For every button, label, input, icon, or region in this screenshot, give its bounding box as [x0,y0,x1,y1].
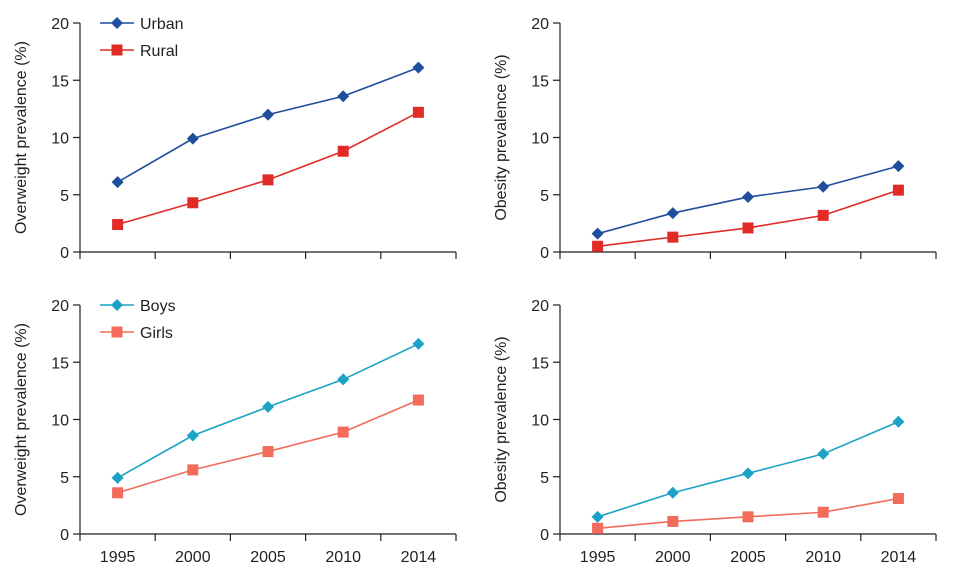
legend-item-rural: Rural [100,43,178,60]
x-tick-label: 2005 [730,549,766,566]
data-point-rural [337,145,349,157]
legend-label: Rural [140,43,178,60]
chart-panel-top-right: 0 5 10 15 20 Obesity prevalence (%) [493,16,937,262]
y-tick-label: 10 [51,131,69,148]
data-point-girls [187,464,199,476]
data-point-rural [592,240,604,252]
legend-label: Urban [140,16,184,33]
data-point-rural [187,197,199,209]
y-tick-label: 10 [51,413,69,430]
data-point-urban [186,132,199,145]
x-tick-label: 2000 [655,549,691,566]
data-point-boys [892,415,905,428]
data-point-girls [592,522,604,534]
data-point-rural [412,106,424,118]
data-point-boys [186,429,199,442]
data-point-urban [742,191,754,204]
y-tick-label: 20 [531,16,549,33]
data-point-girls [112,487,124,499]
chart-panel-bottom-left: 0 5 10 15 20 1995 2000 2005 2010 2014 Overweight p… [13,298,457,566]
y-tick-label: 5 [60,470,69,487]
y-tick-label: 5 [540,188,549,205]
y-tick-label: 15 [51,73,69,90]
data-point-girls [337,426,349,438]
data-point-boys [111,471,124,484]
x-tick-label: 2010 [805,549,841,566]
y-axis-title: Obesity prevalence (%) [493,336,510,502]
data-point-urban [666,207,679,220]
data-point-boys [337,373,350,386]
legend-marker [111,17,123,29]
y-tick-label: 10 [531,131,549,148]
x-tick-label: 2005 [250,549,286,566]
data-point-urban [337,90,350,103]
y-tick-label: 5 [60,188,69,205]
data-point-girls [817,506,829,518]
y-tick-label: 10 [531,413,549,430]
legend-marker [111,44,123,56]
y-tick-label: 15 [531,355,549,372]
legend-label: Girls [140,325,173,342]
data-point-boys [591,510,604,523]
data-point-rural [667,231,679,243]
data-point-urban [262,108,274,121]
data-point-rural [817,209,829,221]
x-tick-label: 2014 [881,549,917,566]
data-point-urban [591,227,604,240]
y-tick-label: 5 [540,470,549,487]
x-tick-label: 1995 [100,549,136,566]
data-point-urban [412,61,425,74]
y-tick-label: 15 [531,73,549,90]
y-tick-label: 20 [51,16,69,33]
data-point-rural [262,174,274,186]
legend-item-girls: Girls [100,325,173,342]
data-point-urban [892,160,905,173]
data-point-boys [817,447,830,460]
data-point-girls [262,446,274,458]
y-axis-title: Obesity prevalence (%) [493,54,510,220]
legend-item-boys: Boys [100,298,176,315]
x-tick-label: 2000 [175,549,211,566]
x-tick-label: 2010 [325,549,361,566]
data-point-urban [817,180,830,193]
legend-marker [111,326,123,338]
data-point-boys [262,400,274,413]
data-point-girls [892,493,904,505]
x-tick-label: 1995 [580,549,616,566]
data-point-rural [112,219,124,231]
legend-item-urban: Urban [100,16,184,33]
y-tick-label: 0 [60,527,69,544]
x-tick-label: 2014 [401,549,437,566]
data-point-urban [111,176,124,189]
y-tick-label: 20 [531,298,549,315]
y-tick-label: 0 [540,527,549,544]
data-point-boys [412,337,425,350]
y-tick-label: 15 [51,355,69,372]
data-point-girls [412,394,424,406]
y-tick-label: 0 [60,245,69,262]
chart-panel-top-left: 0 5 10 15 20 Overweight prevalence (%) Urban Ru… [13,16,457,262]
y-axis-title: Overweight prevalence (%) [13,41,30,234]
chart-panel-bottom-right: 0 5 10 15 20 1995 2000 2005 2010 2014 Obesity prev… [493,298,937,566]
data-point-girls [742,511,754,523]
data-point-rural [742,222,754,234]
data-point-rural [892,184,904,196]
legend-label: Boys [140,298,176,315]
data-point-girls [667,515,679,527]
y-tick-label: 20 [51,298,69,315]
series-line-rural [117,111,419,226]
legend-marker [111,299,123,311]
data-point-boys [666,486,679,499]
y-tick-label: 0 [540,245,549,262]
series-line-urban [117,66,419,183]
data-point-boys [742,467,754,480]
y-axis-title: Overweight prevalence (%) [13,323,30,516]
